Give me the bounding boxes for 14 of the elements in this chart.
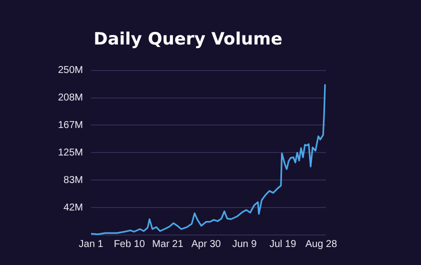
y-tick-label: 83M	[64, 174, 84, 186]
x-tick-label: Jul 19	[269, 238, 297, 250]
y-tick-label: 250M	[58, 65, 84, 76]
x-tick-label: Jan 1	[78, 238, 104, 250]
y-tick-label: 42M	[64, 202, 84, 214]
y-tick-label: 208M	[58, 92, 84, 104]
y-tick-label: 167M	[58, 120, 84, 131]
x-tick-label: Feb 10	[114, 238, 146, 250]
x-tick-label: Apr 30	[191, 238, 222, 250]
y-tick-label: 125M	[58, 147, 84, 158]
x-tick-label: Mar 21	[152, 238, 184, 250]
x-tick-label: Jun 9	[232, 238, 258, 250]
chart-title: Daily Query Volume	[94, 30, 282, 50]
x-tick-label: Aug 28	[305, 238, 338, 250]
